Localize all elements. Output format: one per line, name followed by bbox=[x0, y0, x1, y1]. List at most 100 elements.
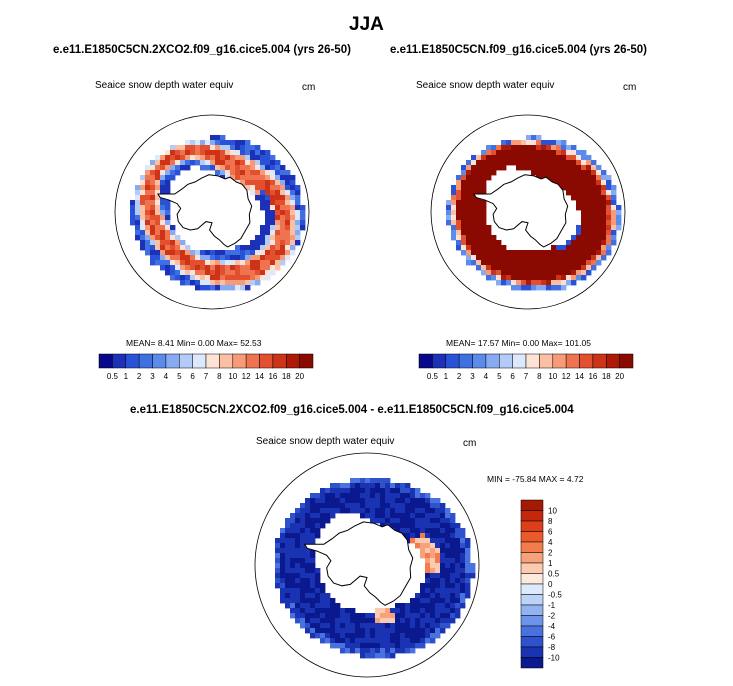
panel1-title: e.e11.E1850C5CN.2XCO2.f09_g16.cice5.004 … bbox=[53, 44, 351, 56]
panel1-colorbar-tick-label: 6 bbox=[190, 372, 195, 381]
panel3-colorbar-swatch bbox=[520, 646, 544, 658]
panel1-colorbar-tick-label: 2 bbox=[137, 372, 142, 381]
panel2-colorbar-swatch bbox=[499, 353, 513, 369]
panel1-colorbar-swatch bbox=[205, 353, 220, 369]
panel1-colorbar-swatch bbox=[152, 353, 167, 369]
panel1-map-boundary bbox=[114, 114, 310, 310]
panel2-colorbar-tick-label: 18 bbox=[602, 372, 611, 381]
panel3-colorbar-swatch bbox=[520, 636, 544, 648]
panel1-antarctica-coastline bbox=[156, 174, 253, 248]
panel1-colorbar-swatch bbox=[219, 353, 234, 369]
panel2-colorbar-swatch bbox=[485, 353, 500, 369]
panel2-map-boundary bbox=[430, 114, 626, 310]
panel3-colorbar-swatch bbox=[520, 615, 544, 627]
panel1-colorbar-tick-label: 5 bbox=[177, 372, 182, 381]
panel1-max-value: 52.53 bbox=[240, 338, 262, 348]
panel1-colorbar-tick-label: 0.5 bbox=[107, 372, 119, 381]
panel1-mean-value: 8.41 bbox=[157, 338, 175, 348]
panel3-map-boundary bbox=[254, 452, 480, 678]
panel1-colorbar-tick-label: 20 bbox=[295, 372, 304, 381]
panel2-colorbar-tick-label: 2 bbox=[457, 372, 462, 381]
panel3-colorbar-tick-label: -4 bbox=[548, 622, 556, 631]
panel2-max-label: Max= bbox=[541, 338, 563, 348]
panel1-colorbar-swatch bbox=[232, 353, 247, 369]
panel1-min-value: 0.00 bbox=[197, 338, 215, 348]
panel3-colorbar-swatch bbox=[520, 657, 544, 669]
panel1-variable-label: Seaice snow depth water equiv bbox=[95, 80, 234, 91]
panel3-max-label: MAX = bbox=[538, 474, 565, 484]
panel3-colorbar-tick-label: 0.5 bbox=[548, 570, 560, 579]
panel2-colorbar-swatch bbox=[539, 353, 554, 369]
panel1-colorbar-tick-label: 12 bbox=[242, 372, 251, 381]
panel3-colorbar-swatch bbox=[520, 583, 544, 595]
panel3-min-label: MIN = bbox=[487, 474, 510, 484]
panel2-colorbar-tick-label: 4 bbox=[484, 372, 489, 381]
panel1-colorbar-tick-label: 16 bbox=[268, 372, 277, 381]
panel1-colorbar-tick-label: 7 bbox=[204, 372, 209, 381]
panel3-colorbar-tick-label: 1 bbox=[548, 559, 553, 568]
panel1-colorbar-swatch bbox=[138, 353, 153, 369]
panel1-units-label: cm bbox=[302, 82, 316, 93]
panel2-colorbar-tick-label: 0.5 bbox=[427, 372, 439, 381]
panel3-map bbox=[254, 452, 480, 678]
panel1-colorbar-swatch bbox=[165, 353, 180, 369]
panel3-max-value: 4.72 bbox=[566, 474, 584, 484]
panel1-colorbar-swatch bbox=[179, 353, 193, 369]
panel1-colorbar-swatch bbox=[192, 353, 207, 369]
panel3-colorbar-tick-label: 8 bbox=[548, 517, 553, 526]
panel2-max-value: 101.05 bbox=[564, 338, 591, 348]
panel1-colorbar-tick-label: 18 bbox=[282, 372, 291, 381]
panel3-colorbar-tick-label: -0.5 bbox=[548, 591, 562, 600]
panel2-colorbar-swatch bbox=[512, 353, 527, 369]
panel2-colorbar: 0.5 1 2 3 4 5 6 7 8 10 12 14 16 18 20 bbox=[418, 353, 634, 381]
panel3-colorbar-tick-label: 0 bbox=[548, 580, 553, 589]
panel3-min-value: -75.84 bbox=[512, 474, 537, 484]
panel1-colorbar-swatch bbox=[98, 353, 113, 369]
panel2-colorbar-tick-label: 3 bbox=[470, 372, 475, 381]
panel2-colorbar-tick-label: 12 bbox=[562, 372, 571, 381]
panel2-colorbar-swatch bbox=[418, 353, 433, 369]
panel1-colorbar-tick-label: 4 bbox=[164, 372, 169, 381]
panel3-colorbar-swatch bbox=[520, 625, 544, 637]
panel2-colorbar-tick-label: 10 bbox=[548, 372, 557, 381]
panel2-colorbar-swatch bbox=[565, 353, 580, 369]
season-title: JJA bbox=[349, 14, 384, 35]
panel2-colorbar-tick-label: 16 bbox=[588, 372, 597, 381]
panel2-mean-label: MEAN= bbox=[446, 338, 476, 348]
panel2-colorbar-tick-label: 7 bbox=[524, 372, 529, 381]
panel2-colorbar-swatch bbox=[592, 353, 607, 369]
panel2-title: e.e11.E1850C5CN.f09_g16.cice5.004 (yrs 2… bbox=[390, 44, 648, 56]
panel2-colorbar-swatch bbox=[432, 353, 447, 369]
panel1-colorbar: 0.5 1 2 3 4 5 6 7 8 10 12 14 16 18 20 bbox=[98, 353, 314, 381]
panel3-title: e.e11.E1850C5CN.2XCO2.f09_g16.cice5.004 … bbox=[130, 404, 574, 416]
panel2-min-value: 0.00 bbox=[522, 338, 540, 348]
panel1-colorbar-tick-label: 14 bbox=[255, 372, 264, 381]
panel3-colorbar: 108 64 21 0.50 -0.5-1 -2-4 -6-8 -10 bbox=[520, 499, 562, 669]
panel3-units-label: cm bbox=[463, 438, 477, 449]
panel3-colorbar-swatch bbox=[520, 510, 544, 522]
panel1-colorbar-swatch bbox=[125, 353, 140, 369]
panel2-colorbar-swatch bbox=[458, 353, 473, 369]
panel2-colorbar-tick-label: 20 bbox=[615, 372, 624, 381]
panel2-colorbar-tick-label: 1 bbox=[444, 372, 449, 381]
panel1-colorbar-swatch bbox=[259, 353, 274, 369]
panel3-antarctica-coastline bbox=[303, 521, 414, 606]
panel1-stats: MEAN= 8.41 Min= 0.00 Max= 52.53 bbox=[126, 338, 261, 348]
panel1-colorbar-swatch bbox=[112, 353, 127, 369]
panel1-colorbar-swatch bbox=[299, 353, 314, 369]
panel1-colorbar-tick-label: 8 bbox=[217, 372, 222, 381]
panel2-antarctica-coastline bbox=[472, 174, 569, 248]
panel3-colorbar-swatch bbox=[520, 604, 544, 616]
panel3-colorbar-swatch bbox=[520, 573, 544, 585]
panel3-colorbar-tick-label: 4 bbox=[548, 538, 553, 547]
panel3-colorbar-swatch bbox=[520, 531, 544, 543]
panel2-colorbar-tick-label: 14 bbox=[575, 372, 584, 381]
panel3-colorbar-tick-label: 10 bbox=[548, 507, 557, 516]
panel2-variable-label: Seaice snow depth water equiv bbox=[416, 80, 555, 91]
panel3-colorbar-swatch bbox=[520, 520, 544, 532]
panel2-stats: MEAN= 17.57 Min= 0.00 Max= 101.05 bbox=[446, 338, 591, 348]
panel1-min-label: Min= bbox=[176, 338, 196, 348]
panel2-colorbar-swatch bbox=[579, 353, 594, 369]
panel3-colorbar-tick-label: -2 bbox=[548, 612, 556, 621]
panel3-stats: MIN = -75.84 MAX = 4.72 bbox=[487, 474, 583, 484]
